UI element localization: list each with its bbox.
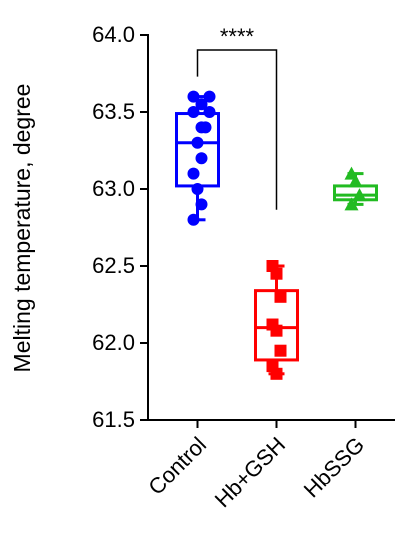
y-axis-label: Melting temperature, degree xyxy=(9,84,35,373)
y-tick-label: 63.5 xyxy=(92,99,135,124)
data-point xyxy=(195,98,208,111)
data-point xyxy=(270,324,283,337)
y-tick-label: 62.5 xyxy=(92,253,135,278)
data-point xyxy=(191,136,204,149)
x-tick-label: Control xyxy=(143,432,211,500)
data-point xyxy=(187,167,200,180)
y-tick-label: 62.0 xyxy=(92,330,135,355)
x-tick-label: HbSSG xyxy=(299,432,369,502)
data-point xyxy=(274,344,287,357)
data-point xyxy=(203,90,216,103)
y-tick-label: 61.5 xyxy=(92,407,135,432)
significance-label: **** xyxy=(220,24,255,49)
data-point xyxy=(270,367,283,380)
data-point xyxy=(187,106,200,118)
data-point xyxy=(195,198,208,211)
significance-bracket xyxy=(196,49,278,210)
data-point xyxy=(348,174,363,188)
data-point xyxy=(195,152,208,165)
data-point xyxy=(199,121,212,134)
data-point xyxy=(187,213,200,226)
data-point xyxy=(344,197,359,211)
data-point xyxy=(203,106,216,118)
y-tick-label: 63.0 xyxy=(92,176,135,201)
data-point xyxy=(187,90,200,103)
data-point xyxy=(274,290,287,303)
data-point xyxy=(270,267,283,280)
x-tick-label: Hb+GSH xyxy=(210,432,290,512)
data-point xyxy=(352,188,367,202)
data-point xyxy=(191,183,204,195)
y-tick-label: 64.0 xyxy=(92,22,135,47)
